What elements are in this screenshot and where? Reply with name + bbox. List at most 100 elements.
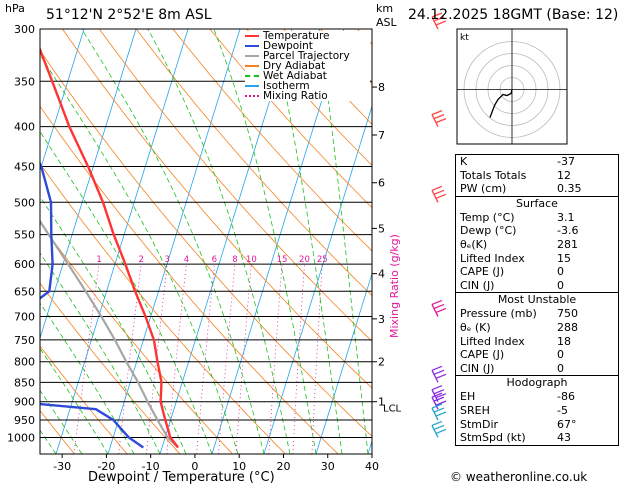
legend-item: Isotherm bbox=[245, 81, 370, 91]
wind-barb bbox=[431, 403, 447, 421]
wind-barb-flag bbox=[433, 303, 445, 310]
dry-adiabat-line bbox=[40, 409, 75, 454]
most-unstable-value: 0 bbox=[557, 361, 564, 375]
legend-label: Parcel Trajectory bbox=[263, 50, 350, 62]
isotherm-line bbox=[315, 272, 372, 454]
mixing-ratio-line bbox=[268, 264, 283, 454]
mixing-ratio-line bbox=[235, 264, 252, 454]
index-label: Totals Totals bbox=[460, 168, 527, 182]
most-unstable-row: θₑ (K) 288 bbox=[456, 321, 618, 335]
legend-swatch bbox=[245, 95, 259, 97]
wet-adiabat-line bbox=[40, 302, 135, 454]
isotherm-line bbox=[40, 29, 85, 173]
index-label: PW (cm) bbox=[460, 182, 507, 196]
surface-row: Dewp (°C) -3.6 bbox=[456, 224, 618, 238]
hodograph-unit-label: kt bbox=[460, 33, 469, 43]
legend-label: Mixing Ratio bbox=[263, 90, 328, 102]
wind-barb-flag bbox=[431, 403, 443, 409]
wind-barb-staff bbox=[431, 396, 439, 410]
index-row: K -37 bbox=[456, 155, 618, 169]
mixing-ratio-axis-title: Mixing Ratio (g/kg) bbox=[388, 234, 401, 338]
legend-swatch bbox=[245, 65, 259, 67]
hodograph-label: StmDir bbox=[460, 417, 499, 431]
asl-axis-label: ASL bbox=[376, 16, 397, 29]
mixing-ratio-line bbox=[292, 264, 305, 454]
indices-top-block: K -37 Totals Totals 12 PW (cm) 0.35 bbox=[456, 154, 618, 196]
hodograph-row: SREH -5 bbox=[456, 404, 618, 418]
mixing-ratio-tick-label: 10 bbox=[246, 255, 257, 265]
wind-barb-flag bbox=[435, 373, 447, 379]
wind-barb-flag bbox=[431, 299, 443, 306]
wind-barb-flag bbox=[433, 389, 445, 395]
wind-barb-flag bbox=[431, 392, 443, 398]
most-unstable-label: θₑ (K) bbox=[460, 320, 491, 334]
surface-label: CAPE (J) bbox=[460, 265, 505, 279]
wind-barb-staff bbox=[431, 370, 439, 383]
pressure-tick-label: 400 bbox=[14, 121, 35, 134]
mixing-ratio-tick-label: 20 bbox=[299, 255, 310, 265]
most-unstable-value: 18 bbox=[557, 334, 571, 348]
mixing-ratio-line bbox=[166, 264, 187, 454]
hodograph-value: 43 bbox=[557, 431, 571, 445]
wind-barb-staff bbox=[431, 16, 439, 30]
index-label: K bbox=[460, 155, 468, 168]
wind-barb-flag bbox=[433, 369, 445, 375]
km-tick-label: 4 bbox=[378, 268, 385, 281]
temperature-line bbox=[40, 46, 180, 449]
hodograph-block: Hodograph EH -86 SREH -5 StmDir 67° StmSpd (kt… bbox=[456, 375, 618, 444]
most-unstable-row: CIN (J) 0 bbox=[456, 362, 618, 376]
pressure-tick-label: 1000 bbox=[7, 431, 35, 444]
pressure-tick-label: 850 bbox=[14, 376, 35, 389]
temperature-tick-label: 30 bbox=[321, 460, 335, 473]
wind-barb-staff bbox=[431, 425, 439, 438]
km-tick-label: 7 bbox=[378, 129, 385, 142]
wind-barb-staff bbox=[431, 114, 439, 127]
dry-adiabat-line bbox=[98, 29, 372, 342]
wind-barb bbox=[431, 420, 447, 438]
hodograph-value: -86 bbox=[557, 390, 575, 404]
legend-item: Mixing Ratio bbox=[245, 91, 370, 101]
km-tick-label: 8 bbox=[378, 81, 385, 94]
parcel-trajectory-line bbox=[40, 219, 179, 449]
wind-barb-flag bbox=[435, 117, 447, 124]
km-tick-label: 1 bbox=[378, 396, 385, 409]
temperature-tick-label: -20 bbox=[97, 460, 115, 473]
legend-swatch bbox=[245, 35, 259, 37]
wet-adiabat-line bbox=[40, 347, 109, 454]
legend-swatch bbox=[245, 75, 259, 77]
legend-label: Isotherm bbox=[263, 80, 310, 92]
legend-item: Parcel Trajectory bbox=[245, 51, 370, 61]
wind-barb-staff bbox=[431, 190, 439, 203]
km-tick-label: 3 bbox=[378, 313, 385, 326]
pressure-tick-label: 800 bbox=[14, 356, 35, 369]
isotherm-line bbox=[107, 29, 241, 454]
dry-adiabat-line bbox=[40, 345, 128, 454]
surface-label: Dewp (°C) bbox=[460, 224, 517, 238]
wind-barb-flag bbox=[433, 396, 445, 402]
wind-barb-flag bbox=[435, 393, 447, 399]
wind-barb-flag bbox=[435, 20, 447, 26]
hodograph-title: Hodograph bbox=[506, 376, 568, 390]
mixing-ratio-line bbox=[218, 264, 236, 454]
most-unstable-label: CAPE (J) bbox=[460, 348, 505, 362]
hodograph-label: SREH bbox=[460, 403, 490, 417]
copyright-text[interactable]: © weatheronline.co.uk bbox=[450, 470, 588, 484]
wet-adiabat-line bbox=[40, 195, 187, 454]
wind-barb-flag bbox=[431, 185, 443, 191]
temperature-tick-label: 10 bbox=[232, 460, 246, 473]
temperature-tick-label: -30 bbox=[53, 460, 71, 473]
temperature-tick-label: 40 bbox=[365, 460, 379, 473]
most-unstable-value: 0 bbox=[557, 348, 564, 362]
km-tick-label: 2 bbox=[378, 356, 385, 369]
index-value: 0.35 bbox=[557, 182, 582, 196]
wind-barb bbox=[431, 365, 447, 383]
most-unstable-row: Lifted Index 18 bbox=[456, 335, 618, 349]
mixing-ratio-tick-label: 6 bbox=[212, 255, 217, 265]
legend-label: Wet Adiabat bbox=[263, 70, 327, 82]
most-unstable-value: 750 bbox=[557, 307, 578, 321]
legend-item: Dry Adiabat bbox=[245, 61, 370, 71]
isotherm-line bbox=[55, 29, 189, 454]
most-unstable-title: Most Unstable bbox=[497, 293, 577, 307]
hodograph-row: EH -86 bbox=[456, 390, 618, 404]
dry-adiabat-line bbox=[40, 49, 372, 437]
